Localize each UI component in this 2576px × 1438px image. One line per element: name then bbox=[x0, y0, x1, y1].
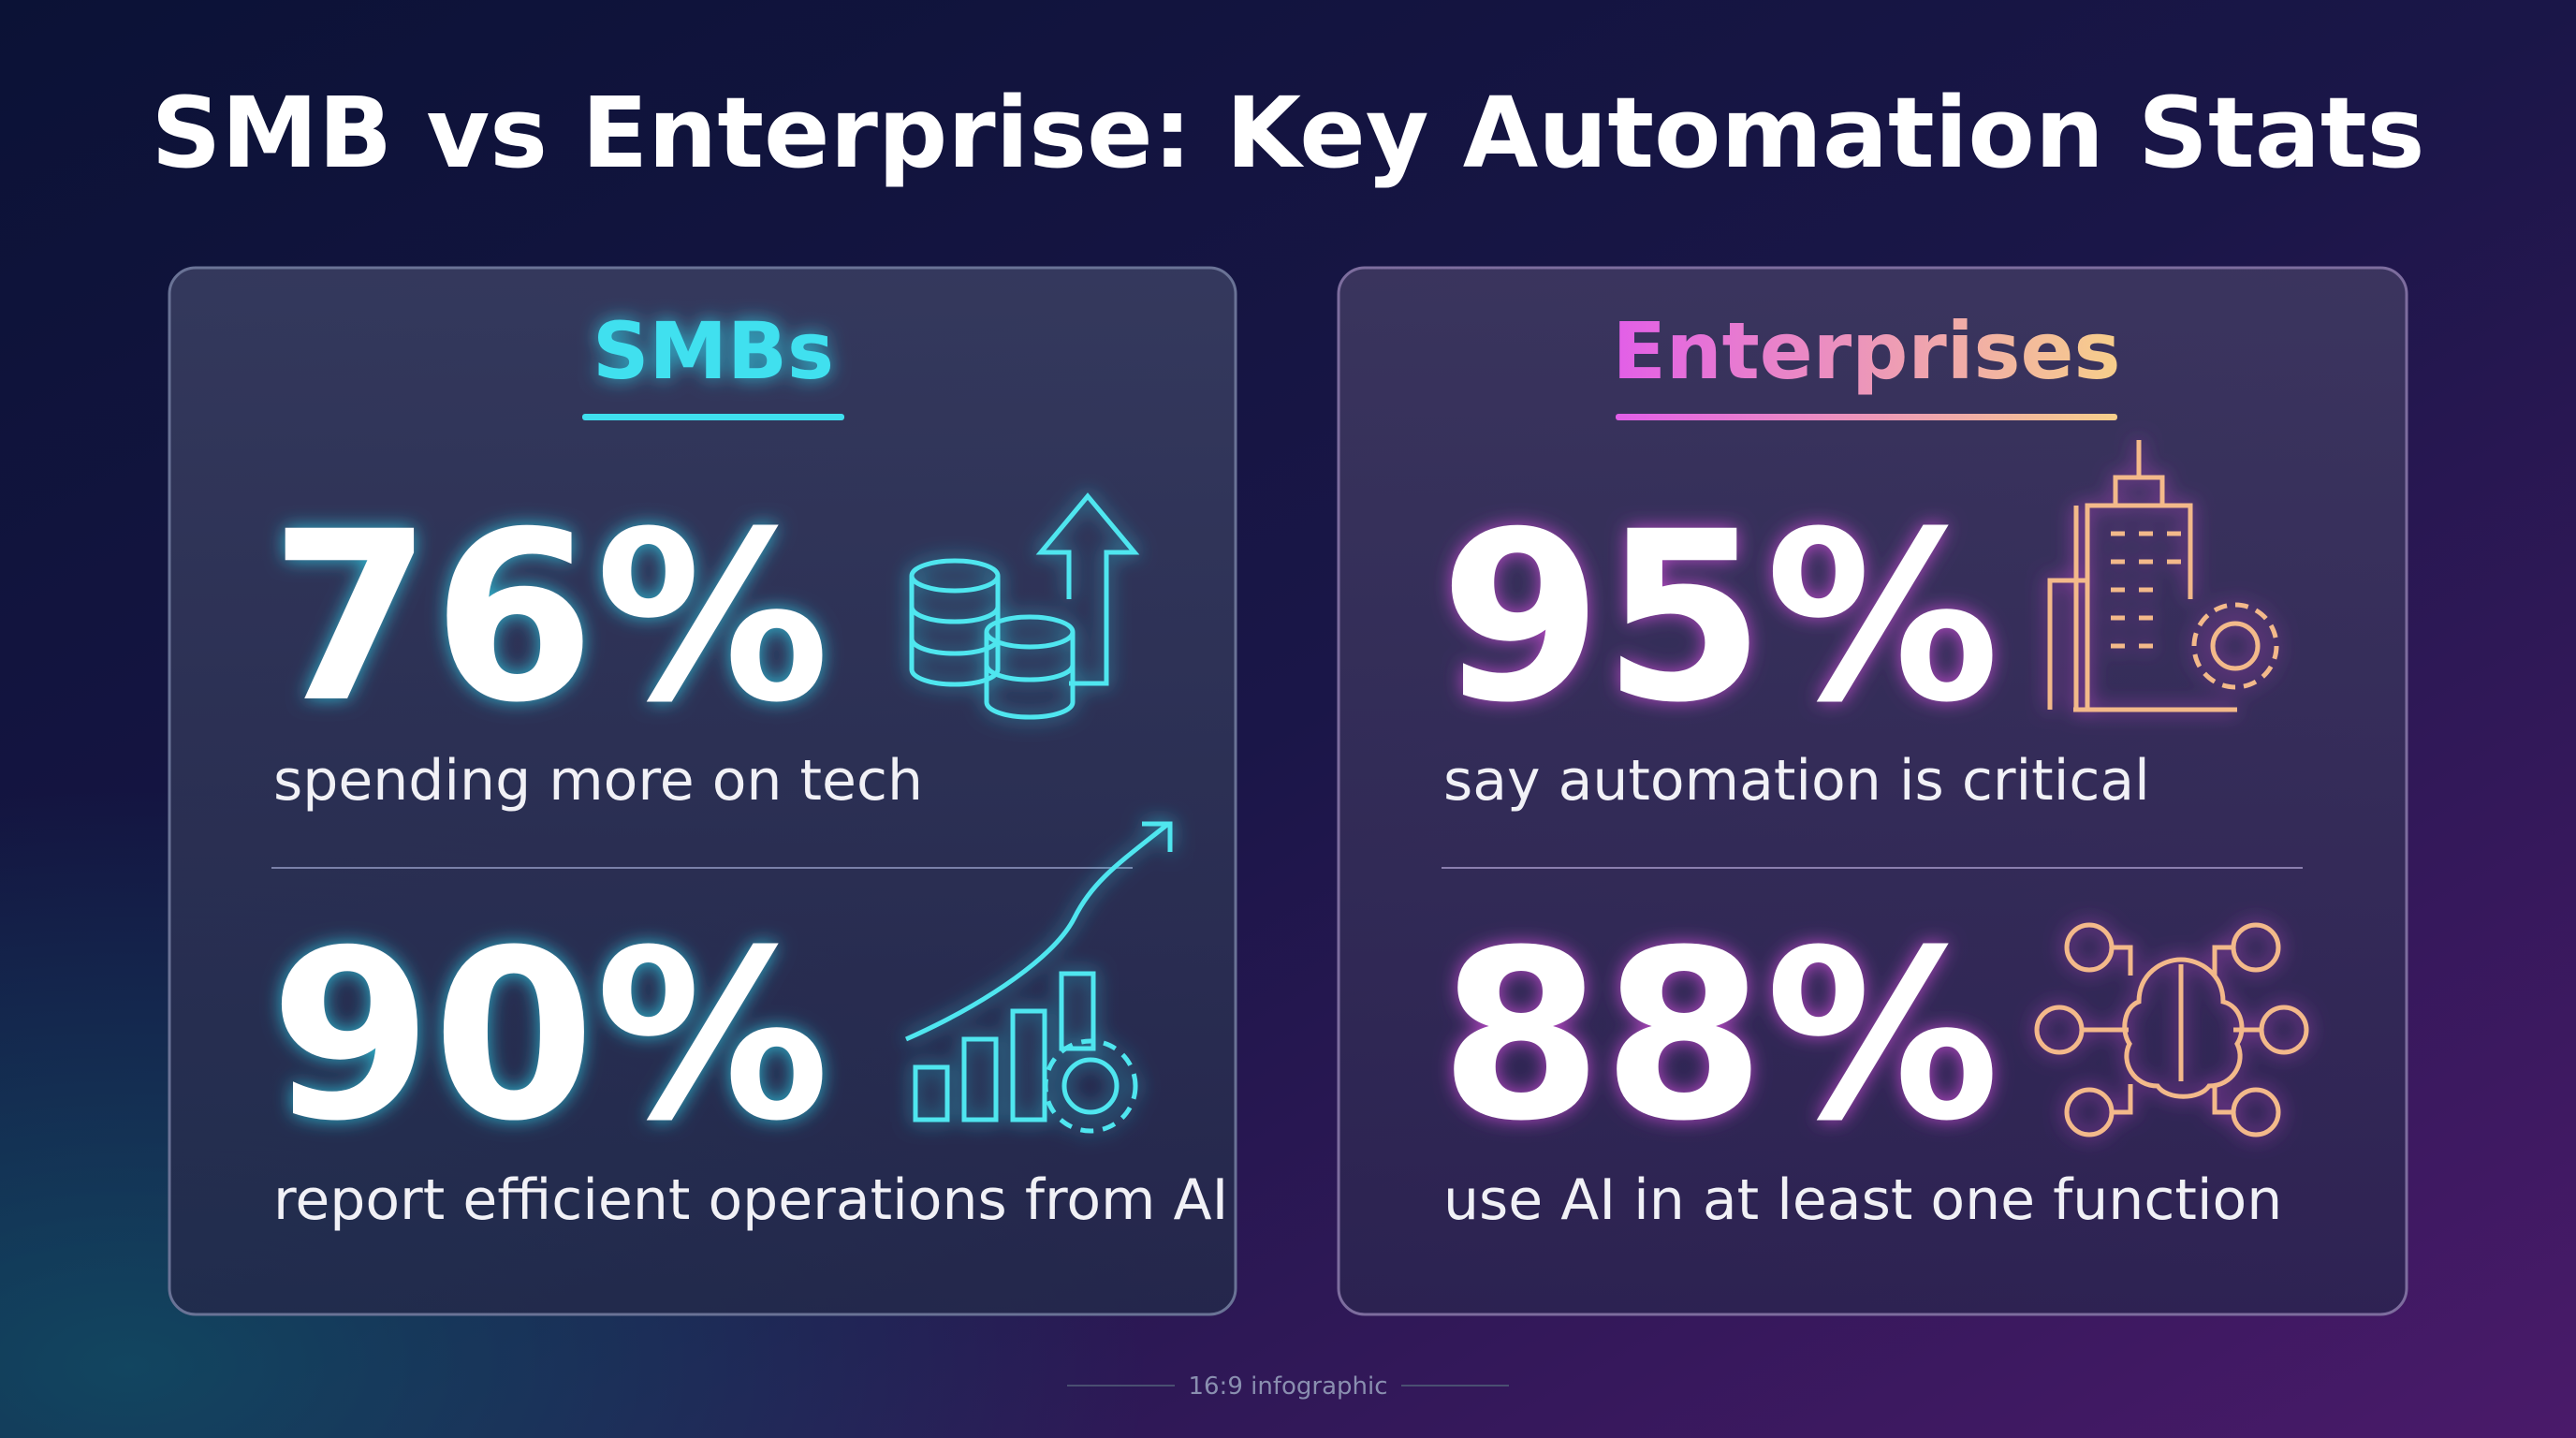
panel-title: SMBs bbox=[593, 305, 834, 397]
stat-value: 95% bbox=[1440, 481, 1999, 754]
panel-title: Enterprises bbox=[1612, 305, 2120, 397]
stat-value: 76% bbox=[270, 481, 829, 754]
title-underline bbox=[1616, 414, 2117, 420]
stat-text: report efficient operations from AI bbox=[273, 1167, 1228, 1233]
coins-icon bbox=[909, 492, 1140, 720]
title: SMB vs Enterprise: Key Automation Stats bbox=[151, 76, 2424, 190]
stat-value: 90% bbox=[270, 900, 829, 1172]
footer-text: 16:9 infographic bbox=[1188, 1372, 1387, 1401]
stat-value: 88% bbox=[1440, 900, 1999, 1172]
stat-text: say automation is critical bbox=[1443, 748, 2150, 814]
building-icon bbox=[2047, 440, 2279, 712]
title-underline bbox=[582, 414, 844, 420]
growth-icon bbox=[904, 821, 1173, 1134]
stat-text: use AI in at least one function bbox=[1443, 1167, 2282, 1233]
stat-text: spending more on tech bbox=[273, 748, 923, 814]
ai-network-icon bbox=[2034, 922, 2309, 1137]
